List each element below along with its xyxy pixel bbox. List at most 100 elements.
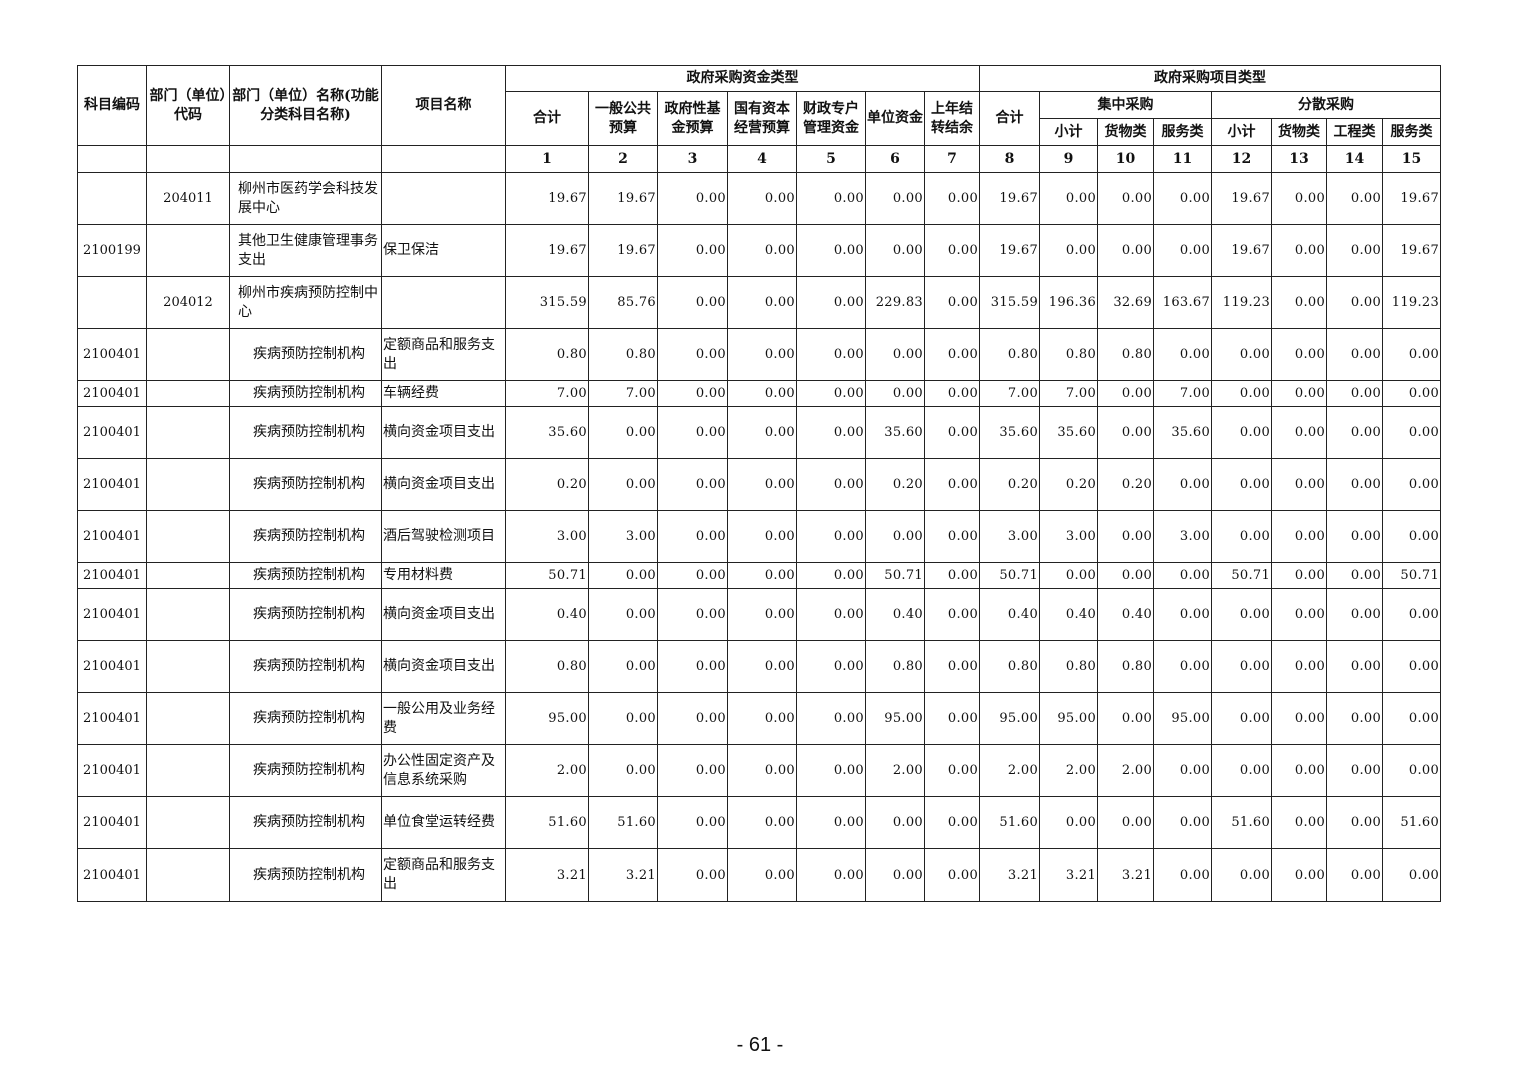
dept-name-cell: 疾病预防控制机构 xyxy=(229,510,382,563)
value-cell: 0.00 xyxy=(923,588,981,641)
value-cell: 0.00 xyxy=(1211,692,1273,745)
table-row: 2100199 其他卫生健康管理事务支出 保卫保洁 19.67 19.67 0.00 0.0… xyxy=(77,224,1442,277)
value-cell: 19.67 xyxy=(1211,224,1273,277)
subject-code-cell: 2100401 xyxy=(77,328,147,381)
column-number: 11 xyxy=(1153,145,1213,173)
value-cell: 7.00 xyxy=(1039,380,1099,407)
value-cell: 0.00 xyxy=(923,328,981,381)
value-cell: 0.80 xyxy=(1039,328,1099,381)
value-cell: 0.00 xyxy=(796,692,866,745)
subject-code-cell: 2100401 xyxy=(77,796,147,849)
value-cell: 2.00 xyxy=(1097,744,1155,797)
value-cell: 95.00 xyxy=(1153,692,1213,745)
header-fund-col: 财政专户管理资金 xyxy=(796,91,866,146)
column-number: 7 xyxy=(923,145,981,173)
value-cell: 0.00 xyxy=(657,406,728,459)
value-cell: 0.00 xyxy=(657,224,728,277)
value-cell: 0.00 xyxy=(727,640,797,693)
value-cell: 0.00 xyxy=(727,276,797,329)
value-cell: 0.00 xyxy=(1382,380,1442,407)
value-cell: 0.00 xyxy=(588,458,658,511)
table-row: 2100401 疾病预防控制机构 横向资金项目支出 35.60 0.00 0.00 0.00… xyxy=(77,406,1442,459)
header-sub-col: 工程类 xyxy=(1326,118,1384,146)
value-cell: 19.67 xyxy=(505,224,589,277)
project-name-cell: 酒后驾驶检测项目 xyxy=(381,510,506,563)
project-name-cell: 车辆经费 xyxy=(381,380,506,407)
value-cell: 3.21 xyxy=(979,848,1041,902)
table-row: 2100401 疾病预防控制机构 横向资金项目支出 0.40 0.00 0.00 0.00 0… xyxy=(77,588,1442,641)
value-cell: 0.00 xyxy=(796,796,866,849)
subject-code-cell: 2100401 xyxy=(77,562,147,589)
value-cell: 0.80 xyxy=(1039,640,1099,693)
page-number: - 61 - xyxy=(736,1034,784,1056)
subject-code-cell: 2100199 xyxy=(77,224,147,277)
value-cell: 0.00 xyxy=(727,224,797,277)
value-cell: 0.00 xyxy=(657,744,728,797)
column-number: 1 xyxy=(505,145,589,173)
value-cell: 51.60 xyxy=(588,796,658,849)
header-decentralized: 分散采购 xyxy=(1211,91,1442,119)
value-cell: 0.00 xyxy=(865,380,925,407)
dept-code-cell xyxy=(146,224,230,277)
value-cell: 0.00 xyxy=(1211,744,1273,797)
value-cell: 0.80 xyxy=(1097,328,1155,381)
value-cell: 229.83 xyxy=(865,276,925,329)
table-row: 2100401 疾病预防控制机构 车辆经费 7.00 7.00 0.00 0.00 0.00 0… xyxy=(77,380,1442,407)
value-cell: 0.00 xyxy=(1382,848,1442,902)
value-cell: 0.00 xyxy=(1326,848,1384,902)
dept-name-cell: 疾病预防控制机构 xyxy=(229,380,382,407)
value-cell: 0.00 xyxy=(1097,510,1155,563)
value-cell: 0.00 xyxy=(1039,562,1099,589)
value-cell: 0.00 xyxy=(588,744,658,797)
value-cell: 0.00 xyxy=(1326,276,1384,329)
dept-code-cell xyxy=(146,640,230,693)
value-cell: 0.00 xyxy=(588,588,658,641)
value-cell: 0.00 xyxy=(1271,406,1328,459)
value-cell: 0.00 xyxy=(1271,328,1328,381)
value-cell: 0.00 xyxy=(1153,458,1213,511)
value-cell: 0.00 xyxy=(796,510,866,563)
table-row: 2100401 疾病预防控制机构 横向资金项目支出 0.20 0.00 0.00 0.00 0… xyxy=(77,458,1442,511)
value-cell: 0.00 xyxy=(1211,510,1273,563)
table-row: 2100401 疾病预防控制机构 一般公用及业务经费 95.00 0.00 0.00 0.0… xyxy=(77,692,1442,745)
value-cell: 0.00 xyxy=(923,848,981,902)
dept-code-cell xyxy=(146,380,230,407)
value-cell: 35.60 xyxy=(1039,406,1099,459)
value-cell: 0.00 xyxy=(865,796,925,849)
project-name-cell xyxy=(381,172,506,225)
table-row: 2100401 疾病预防控制机构 办公性固定资产及信息系统采购 2.00 0.00 0.0… xyxy=(77,744,1442,797)
value-cell: 0.00 xyxy=(923,796,981,849)
table-row: 2100401 疾病预防控制机构 横向资金项目支出 0.80 0.00 0.00 0.00 0… xyxy=(77,640,1442,693)
value-cell: 3.21 xyxy=(588,848,658,902)
header-fund-col: 一般公共预算 xyxy=(588,91,658,146)
value-cell: 0.80 xyxy=(979,328,1041,381)
value-cell: 0.00 xyxy=(657,276,728,329)
value-cell: 0.00 xyxy=(796,328,866,381)
value-cell: 0.00 xyxy=(1326,172,1384,225)
dept-code-cell xyxy=(146,562,230,589)
dept-name-cell: 疾病预防控制机构 xyxy=(229,640,382,693)
dept-name-cell: 疾病预防控制机构 xyxy=(229,848,382,902)
column-number: 10 xyxy=(1097,145,1155,173)
value-cell: 0.00 xyxy=(727,510,797,563)
value-cell: 0.00 xyxy=(1039,796,1099,849)
value-cell: 0.00 xyxy=(727,406,797,459)
value-cell: 0.00 xyxy=(1097,692,1155,745)
column-number: 9 xyxy=(1039,145,1099,173)
header-sub-col: 小计 xyxy=(1039,118,1099,146)
value-cell: 19.67 xyxy=(1211,172,1273,225)
value-cell: 0.00 xyxy=(1382,640,1442,693)
value-cell: 0.00 xyxy=(1039,224,1099,277)
column-number: 15 xyxy=(1382,145,1442,173)
column-number: 13 xyxy=(1271,145,1328,173)
value-cell: 0.00 xyxy=(1326,744,1384,797)
value-cell: 0.00 xyxy=(1153,848,1213,902)
value-cell: 32.69 xyxy=(1097,276,1155,329)
value-cell: 50.71 xyxy=(865,562,925,589)
value-cell: 7.00 xyxy=(505,380,589,407)
value-cell: 0.00 xyxy=(1326,380,1384,407)
dept-code-cell xyxy=(146,406,230,459)
value-cell: 0.20 xyxy=(1039,458,1099,511)
project-name-cell: 一般公用及业务经费 xyxy=(381,692,506,745)
value-cell: 0.00 xyxy=(1211,328,1273,381)
